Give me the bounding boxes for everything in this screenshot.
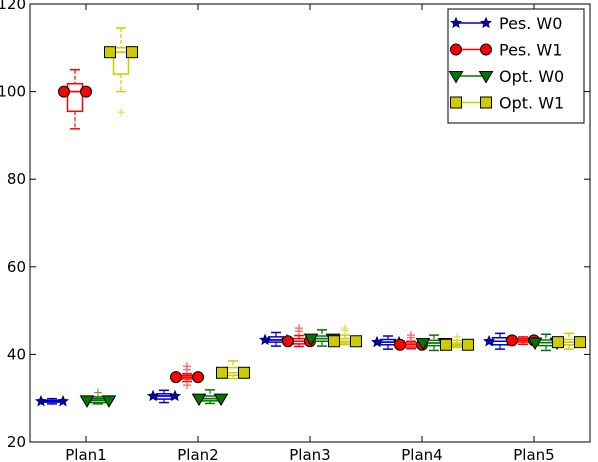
legend: Pes. W0 Pes. W1 Opt. W0 Opt. W1 <box>447 8 585 124</box>
box-plan1 <box>58 68 92 130</box>
mean-marker-left <box>303 333 319 347</box>
mean-marker-left <box>483 334 495 347</box>
box-plan3 <box>328 324 362 348</box>
mean-marker-right <box>57 394 69 407</box>
y-tick-label: 100 <box>0 83 26 101</box>
mean-marker-right <box>350 335 362 348</box>
legend-item: Opt. W0 <box>448 67 564 86</box>
mean-marker-right <box>462 338 474 351</box>
legend-label: Opt. W0 <box>499 67 564 86</box>
y-tick-label: 20 <box>7 433 26 451</box>
box-plan2 <box>170 362 204 390</box>
x-tick-label: Plan4 <box>401 446 442 462</box>
mean-marker-right <box>126 46 138 59</box>
legend-item: Opt. W1 <box>450 94 564 113</box>
y-tick-label: 80 <box>7 170 26 188</box>
box-iqr <box>112 47 130 75</box>
legend-item: Pes. W1 <box>450 41 562 60</box>
x-tick-label: Plan5 <box>513 446 554 462</box>
mean-marker-left <box>35 394 47 407</box>
legend-marker-right <box>478 71 494 84</box>
mean-marker-left <box>259 333 271 346</box>
x-tick-label: Plan3 <box>289 446 330 462</box>
series-opt-w1 <box>104 27 586 380</box>
flier-point <box>94 388 102 397</box>
legend-label: Pes. W1 <box>499 41 562 60</box>
legend-marker-right <box>480 16 492 29</box>
legend-item: Pes. W0 <box>450 14 562 33</box>
legend-marker-left <box>450 16 462 29</box>
box-plan1 <box>104 27 138 117</box>
mean-marker-left <box>104 46 116 59</box>
y-tick-label: 40 <box>7 345 26 363</box>
legend-marker-right <box>480 96 492 109</box>
mean-marker-right <box>213 393 229 407</box>
box-plan4 <box>394 331 428 351</box>
y-tick-label: 120 <box>0 0 26 13</box>
y-tick-label: 60 <box>7 258 26 276</box>
box-plan4 <box>440 332 474 351</box>
legend-marker-right <box>480 43 492 56</box>
mean-marker-left <box>191 393 207 407</box>
mean-marker-left <box>394 338 406 351</box>
mean-marker-right <box>238 366 250 379</box>
legend-box <box>447 8 585 124</box>
box-plan1 <box>79 388 117 408</box>
flier-point <box>341 324 349 333</box>
mean-marker-left <box>282 335 294 348</box>
mean-marker-left <box>216 366 228 379</box>
chart-marks <box>35 27 586 408</box>
box-plan2 <box>191 389 229 407</box>
legend-marker-left <box>448 71 464 84</box>
box-plan1 <box>35 394 69 407</box>
mean-marker-right <box>192 371 204 384</box>
mean-marker-left <box>147 389 159 402</box>
mean-marker-right <box>80 85 92 98</box>
mean-marker-left <box>527 337 543 351</box>
mean-marker-right <box>574 336 586 349</box>
mean-marker-left <box>371 335 383 348</box>
flier-point <box>183 381 191 390</box>
legend-label: Opt. W1 <box>499 94 564 113</box>
box-iqr <box>66 82 84 113</box>
mean-marker-left <box>415 338 431 351</box>
flier-point <box>183 362 191 371</box>
legend-marker-left <box>450 96 462 109</box>
mean-marker-right <box>169 389 181 402</box>
mean-marker-right <box>101 395 117 408</box>
mean-marker-left <box>506 334 518 347</box>
x-tick-label: Plan2 <box>177 446 218 462</box>
flier-point <box>453 332 461 341</box>
legend-marker-left <box>450 43 462 56</box>
flier-point <box>295 324 303 333</box>
mean-marker-left <box>58 85 70 98</box>
box-plan2 <box>147 389 181 404</box>
box-plan5 <box>552 332 586 350</box>
mean-marker-left <box>440 338 452 351</box>
mean-marker-left <box>170 371 182 384</box>
flier-point <box>117 108 125 117</box>
mean-marker-left <box>552 336 564 349</box>
legend-label: Pes. W0 <box>499 14 562 33</box>
flier-point <box>407 331 415 340</box>
x-tick-label: Plan1 <box>65 446 106 462</box>
mean-marker-left <box>79 395 95 408</box>
box-plan2 <box>216 360 250 380</box>
mean-marker-left <box>328 335 340 348</box>
